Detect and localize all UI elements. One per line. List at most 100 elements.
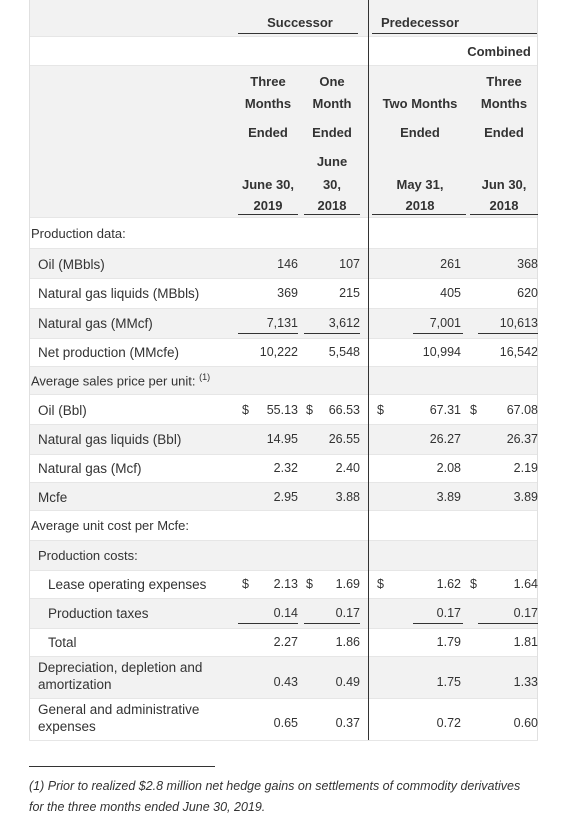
cell-value: 261: [440, 257, 461, 271]
col4-header-line3: Ended: [484, 125, 524, 140]
cell-value: 368: [517, 257, 538, 271]
row-label: Production costs:: [38, 548, 138, 563]
cell-value: 0.43: [273, 675, 298, 689]
cell-value: 66.53: [328, 403, 360, 417]
cell-value: 16,542: [499, 345, 538, 359]
cell-value: 7,001: [429, 316, 461, 330]
cell-value: 0.72: [436, 716, 461, 730]
dollar-sign: $: [470, 577, 477, 591]
dollar-sign: $: [377, 403, 384, 417]
col1-header-line4: June 30,: [241, 177, 295, 192]
row-label: Depreciation, depletion and amortization: [38, 660, 203, 692]
col3-header-line3: May 31,: [396, 177, 444, 192]
row-label: Net production (MMcfe): [38, 345, 180, 360]
cell-value: 1.75: [436, 675, 461, 689]
cell-value: 146: [277, 257, 298, 271]
cell-value: 0.37: [335, 716, 360, 730]
cell-value: 1.64: [513, 577, 538, 591]
dollar-sign: $: [377, 577, 384, 591]
header-successor: Successor: [267, 15, 333, 30]
dollar-sign: $: [470, 403, 477, 417]
row-label: General and administrative expenses: [38, 702, 200, 734]
col1-header-line2: Months: [244, 96, 292, 111]
cell-value: 26.27: [429, 432, 461, 446]
row-label: Natural gas (MMcf): [38, 316, 153, 331]
cell-value: 10,994: [422, 345, 461, 359]
row-label-text: Average sales price per unit:: [31, 373, 196, 389]
cell-value: 26.55: [328, 432, 360, 446]
cell-value: 3.89: [513, 490, 538, 504]
cell-value: 7,131: [266, 316, 298, 330]
cell-value: 0.14: [273, 606, 298, 620]
header-combined: Combined: [467, 44, 531, 59]
row-label: Natural gas (Mcf): [38, 461, 142, 476]
footnote-marker: (1): [199, 372, 211, 382]
cell-value: 10,613: [499, 316, 538, 330]
col4-header-line4: Jun 30,: [481, 177, 527, 192]
cell-value: 1.86: [335, 635, 360, 649]
cell-value: 1.81: [513, 635, 538, 649]
cell-value: 107: [339, 257, 360, 271]
footnote-rule: [29, 766, 215, 767]
cell-value: 2.40: [335, 461, 360, 475]
col1-header-line5: 2019: [253, 198, 283, 213]
cell-value: 2.13: [273, 577, 298, 591]
col3-header-line4: 2018: [405, 198, 435, 213]
cell-value: 2.32: [273, 461, 298, 475]
dollar-sign: $: [242, 577, 249, 591]
cell-value: 1.79: [436, 635, 461, 649]
col4-header-line2: Months: [480, 96, 528, 111]
cell-value: 67.08: [506, 403, 538, 417]
header-predecessor: Predecessor: [380, 15, 460, 30]
row-label: Natural gas liquids (Bbl): [38, 432, 182, 447]
cell-value: 3.88: [335, 490, 360, 504]
cell-value: 215: [339, 286, 360, 300]
cell-value: 620: [517, 286, 538, 300]
col1-header-line1: Three: [250, 74, 286, 89]
cell-value: 2.08: [436, 461, 461, 475]
cell-value: 0.17: [436, 606, 461, 620]
cell-value: 0.49: [335, 675, 360, 689]
dollar-sign: $: [306, 403, 313, 417]
row-label: Average unit cost per Mcfe:: [31, 518, 190, 533]
row-label: Oil (MBbls): [38, 257, 105, 272]
cell-value: 67.31: [429, 403, 461, 417]
cell-value: 0.60: [513, 716, 538, 730]
col2-header-line1: One: [319, 74, 345, 89]
col2-header-line6: 2018: [317, 198, 347, 213]
cell-value: 55.13: [266, 403, 298, 417]
row-label: Average sales price per unit: (1): [31, 372, 210, 388]
cell-value: 14.95: [266, 432, 298, 446]
row-label: Oil (Bbl): [38, 403, 87, 418]
period-separator: [368, 0, 369, 740]
col2-header-line4: June: [316, 154, 348, 169]
row-label: Production data:: [31, 226, 126, 241]
cell-value: 2.95: [273, 490, 298, 504]
col2-header-line5: 30,: [322, 177, 342, 192]
cell-value: 405: [440, 286, 461, 300]
cell-value: 0.17: [335, 606, 360, 620]
cell-value: 369: [277, 286, 298, 300]
footnote: (1) Prior to realized $2.8 million net h…: [29, 779, 521, 814]
cell-value: 3.89: [436, 490, 461, 504]
row-label: Mcfe: [38, 490, 68, 505]
col3-header-line2: Ended: [400, 125, 440, 140]
row-label: Production taxes: [48, 606, 149, 621]
row-label: Total: [48, 635, 77, 650]
col4-header-line1: Three: [486, 74, 522, 89]
cell-value: 26.37: [506, 432, 538, 446]
dollar-sign: $: [306, 577, 313, 591]
col3-header-line1: Two Months: [382, 96, 458, 111]
col1-header-line3: Ended: [248, 125, 288, 140]
cell-value: 2.19: [513, 461, 538, 475]
cell-value: 1.33: [513, 675, 538, 689]
cell-value: 10,222: [259, 345, 298, 359]
cell-value: 1.69: [335, 577, 360, 591]
row-label: Natural gas liquids (MBbls): [38, 286, 200, 301]
cell-value: 0.65: [273, 716, 298, 730]
cell-value: 3,612: [328, 316, 360, 330]
row-label: Lease operating expenses: [48, 577, 207, 592]
col4-header-line5: 2018: [489, 198, 519, 213]
cell-value: 0.17: [513, 606, 538, 620]
col2-header-line3: Ended: [312, 125, 352, 140]
